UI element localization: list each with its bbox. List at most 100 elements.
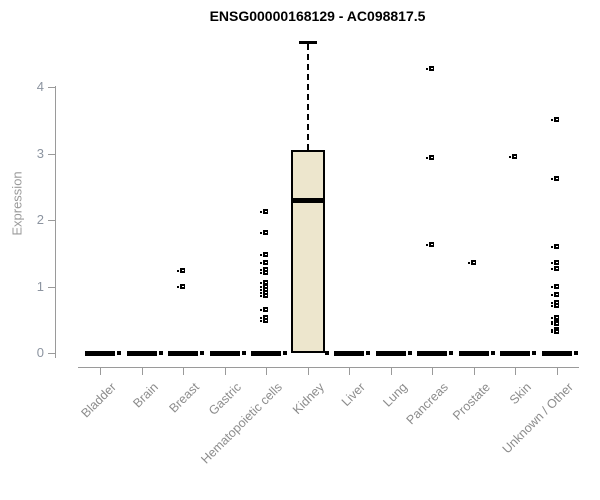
boxplot-zero-marker	[200, 351, 204, 355]
y-axis-tick-label: 0	[36, 345, 44, 360]
boxplot-collapsed-bar	[209, 351, 240, 356]
outlier-point	[550, 283, 559, 289]
y-axis-tick-label: 2	[36, 212, 44, 227]
outlier-point	[177, 267, 185, 273]
y-axis-line	[55, 86, 56, 358]
boxplot-median	[292, 198, 323, 204]
outlier-point	[550, 314, 559, 320]
boxplot-collapsed-bar	[500, 351, 530, 356]
outlier-point	[426, 66, 434, 72]
outlier-point	[260, 209, 268, 215]
outlier-point	[550, 326, 559, 332]
y-axis-tick	[48, 286, 55, 288]
x-axis-tick	[556, 367, 558, 375]
outlier-point	[426, 155, 434, 161]
boxplot-collapsed-bar	[251, 351, 281, 356]
boxplot-zero-marker	[324, 351, 329, 355]
outlier-point	[177, 283, 185, 289]
x-axis-label: Lung	[379, 380, 410, 410]
boxplot-box	[290, 150, 325, 353]
x-axis-label: Breast	[166, 380, 202, 416]
outlier-point	[260, 290, 268, 296]
x-axis-label: Kidney	[289, 380, 327, 417]
outlier-point	[260, 293, 268, 299]
y-axis-tick	[48, 353, 55, 354]
x-axis-tick	[266, 367, 267, 375]
outlier-point	[260, 283, 268, 289]
outlier-point	[260, 252, 268, 258]
boxplot-collapsed-bar	[458, 351, 489, 356]
outlier-point	[426, 241, 434, 247]
outlier-point	[550, 292, 559, 298]
y-axis-tick	[48, 153, 55, 155]
boxplot-zero-marker	[573, 351, 578, 355]
boxplot-collapsed-bar	[168, 351, 198, 356]
outlier-point	[260, 306, 268, 312]
chart-title: ENSG00000168129 - AC098817.5	[209, 8, 426, 24]
boxplot-collapsed-bar	[375, 351, 406, 356]
x-axis-label: Gastric	[205, 380, 244, 418]
x-axis-tick	[473, 367, 475, 375]
boxplot-whisker-cap	[298, 40, 317, 44]
boxplot-zero-marker	[283, 351, 287, 355]
x-axis-label: Brain	[129, 380, 161, 411]
outlier-point	[550, 318, 559, 324]
boxplot-zero-marker	[490, 351, 495, 355]
x-axis-tick	[349, 367, 350, 375]
outlier-point	[550, 243, 559, 249]
boxplot-zero-marker	[449, 351, 453, 355]
boxplot-collapsed-bar	[126, 351, 157, 356]
x-axis-tick	[390, 367, 392, 375]
outlier-point	[260, 269, 268, 275]
x-axis-label: Hematopoietic cells	[198, 380, 285, 467]
outlier-point	[260, 315, 268, 321]
outlier-point	[550, 259, 559, 265]
boxplot-collapsed-bar	[85, 351, 115, 356]
boxplot-zero-marker	[366, 351, 370, 355]
outlier-point	[550, 300, 559, 306]
x-axis-line	[78, 367, 579, 368]
boxplot-zero-marker	[241, 351, 246, 355]
outlier-point	[260, 280, 268, 286]
x-axis-label: Pancreas	[403, 380, 451, 428]
y-axis-tick	[48, 87, 55, 88]
outlier-point	[509, 153, 517, 159]
y-axis-tick-label: 1	[36, 278, 44, 294]
x-axis-tick	[141, 367, 143, 375]
outlier-point	[550, 175, 559, 181]
outlier-point	[260, 260, 268, 266]
outlier-point	[467, 259, 476, 265]
outlier-point	[550, 321, 559, 327]
outlier-point	[260, 266, 268, 272]
x-axis-label: Bladder	[78, 380, 119, 421]
y-axis-tick-label: 4	[36, 79, 44, 94]
boxplot-collapsed-bar	[417, 351, 447, 356]
outlier-point	[550, 117, 559, 123]
boxplot-zero-marker	[117, 351, 121, 355]
outlier-point	[260, 230, 268, 236]
x-axis-label: Skin	[506, 380, 534, 408]
outlier-point	[550, 302, 559, 308]
x-axis-tick	[224, 367, 226, 375]
x-axis-label: Prostate	[449, 380, 493, 423]
outlier-point	[550, 266, 559, 272]
boxplot-zero-marker	[532, 351, 536, 355]
x-axis-label: Liver	[338, 380, 368, 410]
boxplot-zero-marker	[158, 351, 163, 355]
boxplot-whisker	[306, 43, 309, 151]
x-axis-tick	[432, 367, 433, 375]
x-axis-tick	[183, 367, 184, 375]
outlier-point	[260, 286, 268, 292]
outlier-point	[550, 329, 559, 335]
boxplot-zero-marker	[407, 351, 412, 355]
y-axis-tick-label: 3	[36, 145, 44, 161]
outlier-point	[260, 318, 268, 324]
boxplot-collapsed-bar	[334, 351, 364, 356]
x-axis-tick	[100, 367, 101, 375]
x-axis-tick	[515, 367, 516, 375]
x-axis-tick	[307, 367, 309, 375]
y-axis-tick	[48, 220, 55, 221]
boxplot-collapsed-bar	[541, 351, 572, 356]
